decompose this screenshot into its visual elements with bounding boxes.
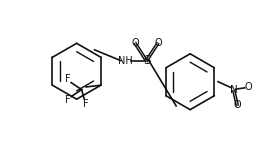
Text: N: N — [230, 85, 238, 95]
Text: F: F — [83, 99, 89, 109]
Text: F: F — [65, 74, 70, 84]
Text: O: O — [131, 38, 139, 48]
Text: S: S — [143, 54, 150, 67]
Text: O: O — [233, 100, 241, 110]
Text: NH: NH — [118, 56, 133, 66]
Text: O: O — [154, 38, 162, 48]
Text: O: O — [245, 82, 252, 92]
Text: F: F — [65, 95, 70, 105]
